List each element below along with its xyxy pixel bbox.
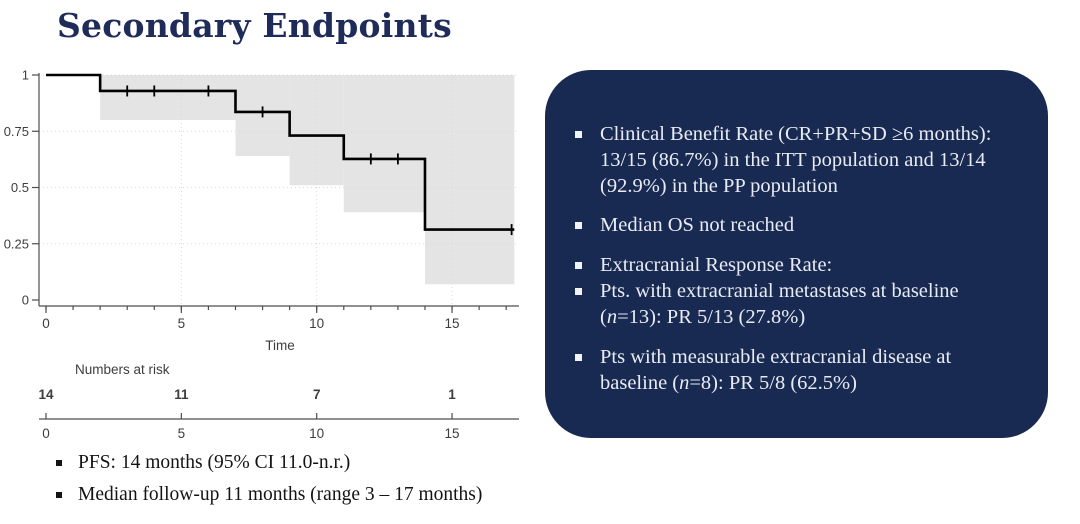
censor-marks: [126, 85, 513, 236]
grid-lines: [39, 74, 519, 306]
page-title: Secondary Endpoints: [57, 6, 452, 45]
km-step-curve: [46, 73, 515, 231]
y-tick-label: 0.25: [4, 236, 29, 251]
x-tick-label: 0: [42, 316, 50, 331]
risk-axis-tick-label: 5: [178, 426, 186, 441]
list-item-text: Median OS not reached: [600, 214, 795, 237]
y-axis: [32, 73, 40, 306]
ci-band-segment: [289, 75, 344, 186]
risk-count: 1: [448, 387, 456, 402]
bullet-square-icon: [575, 288, 582, 296]
bullet-square-icon: [575, 222, 582, 230]
list-item-text: Median follow-up 11 months (range 3 – 17…: [78, 484, 483, 506]
list-item-text: Extracranial Response Rate:: [600, 254, 833, 277]
risk-count: 7: [313, 387, 321, 402]
list-item: Extracranial Response Rate:: [573, 253, 1022, 279]
list-item: Median OS not reached: [573, 213, 1022, 239]
list-item-text: Pts with measurable extracranial disease…: [600, 345, 952, 394]
risk-axis-tick-label: 10: [309, 426, 324, 441]
x-axis-title: Time: [265, 338, 295, 353]
list-item-text: Pts. with extracranial metastases at bas…: [600, 280, 959, 328]
list-item: Clinical Benefit Rate (CR+PR+SD ≥6 month…: [573, 122, 1022, 199]
x-tick-label: 5: [178, 316, 186, 331]
list-item-text: Clinical Benefit Rate (CR+PR+SD ≥6 month…: [600, 123, 992, 197]
bullet-square-icon: [575, 262, 582, 270]
y-tick-label: 1: [22, 68, 29, 83]
risk-count: 14: [38, 387, 54, 402]
bullet-square-icon: [56, 492, 62, 499]
list-item: PFS: 14 months (95% CI 11.0-n.r.): [56, 451, 536, 475]
ci-band: [100, 75, 515, 285]
risk-axis-tick-label: 15: [445, 426, 460, 441]
list-item: Pts. with extracranial metastases at bas…: [573, 279, 1022, 331]
x-tick-label: 10: [309, 316, 324, 331]
y-tick-label: 0.5: [11, 180, 29, 195]
x-axis: [39, 305, 519, 313]
bullet-square-icon: [575, 131, 582, 138]
risk-table-label: Numbers at risk: [75, 362, 170, 377]
risk-axis-tick-label: 0: [42, 426, 50, 441]
list-item: Pts with measurable extracranial disease…: [573, 345, 1022, 397]
ci-band-segment: [343, 75, 425, 213]
risk-count: 11: [174, 387, 189, 402]
pfs-km-chart: 0 0.25 0.5 0.75 1 0 5 10 15 Time Numbers at risk 14…: [0, 58, 530, 454]
secondary-endpoints-info-box: Clinical Benefit Rate (CR+PR+SD ≥6 month…: [545, 70, 1048, 438]
bullet-square-icon: [575, 353, 582, 361]
risk-axis: [39, 413, 519, 420]
list-item: Median follow-up 11 months (range 3 – 17…: [56, 483, 536, 507]
bullet-square-icon: [56, 460, 62, 466]
ci-band-segment: [424, 75, 515, 285]
list-item-text: PFS: 14 months (95% CI 11.0-n.r.): [78, 452, 351, 473]
chart-footnotes: PFS: 14 months (95% CI 11.0-n.r.) Median …: [56, 451, 536, 508]
x-tick-label: 15: [445, 316, 460, 331]
y-tick-label: 0.75: [4, 124, 29, 139]
ci-band-segment: [100, 75, 236, 120]
y-tick-label: 0: [22, 293, 29, 308]
